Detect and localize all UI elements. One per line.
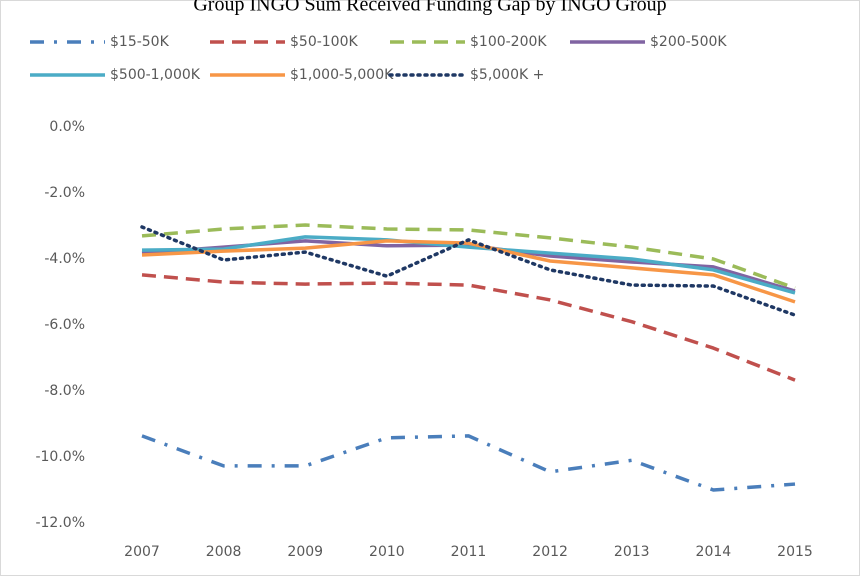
x-tick-label: 2009	[287, 544, 323, 560]
x-tick-label: 2008	[206, 544, 242, 560]
x-tick-label: 2012	[532, 544, 568, 560]
x-tick-label: 2010	[369, 544, 405, 560]
chart-title: Group INGO Sum Received Funding Gap by I…	[193, 0, 666, 16]
series-line	[141, 239, 796, 304]
legend-label: $15-50K	[110, 34, 170, 50]
legend-label: $1,000-5,000K	[290, 67, 394, 83]
y-tick-label: -2.0%	[44, 185, 85, 201]
series-line	[141, 235, 796, 295]
series-line	[140, 225, 797, 317]
x-tick-label: 2011	[451, 544, 487, 560]
x-tick-label: 2014	[696, 544, 732, 560]
legend-label: $100-200K	[470, 34, 547, 50]
y-tick-label: -10.0%	[35, 449, 85, 465]
y-tick-label: 0.0%	[49, 119, 85, 135]
y-tick-label: -12.0%	[35, 515, 85, 531]
legend-label: $50-100K	[290, 34, 358, 50]
legend-label: $500-1,000K	[110, 67, 201, 83]
series-line	[141, 273, 796, 382]
y-tick-label: -8.0%	[44, 383, 85, 399]
legend-label: $200-500K	[650, 34, 727, 50]
y-tick-label: -4.0%	[44, 251, 85, 267]
x-tick-label: 2013	[614, 544, 650, 560]
legend-label: $5,000K +	[470, 67, 544, 83]
y-tick-label: -6.0%	[44, 317, 85, 333]
series-line	[141, 434, 796, 492]
x-tick-label: 2015	[777, 544, 813, 560]
x-tick-label: 2007	[124, 544, 160, 560]
